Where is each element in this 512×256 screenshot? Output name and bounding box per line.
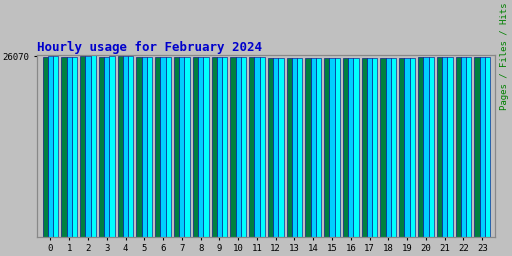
Bar <box>147 57 152 237</box>
Bar <box>324 58 329 237</box>
Bar <box>142 57 147 237</box>
Bar <box>230 57 236 237</box>
Bar <box>442 57 447 237</box>
Bar <box>380 58 386 237</box>
Bar <box>241 57 246 237</box>
Bar <box>128 56 134 237</box>
Bar <box>86 56 91 237</box>
Bar <box>372 58 377 237</box>
Bar <box>466 57 472 237</box>
Bar <box>80 56 86 237</box>
Bar <box>329 58 335 237</box>
Bar <box>273 58 279 237</box>
Bar <box>423 57 429 237</box>
Bar <box>361 58 367 237</box>
Bar <box>437 57 442 237</box>
Bar <box>179 57 184 237</box>
Bar <box>410 58 415 237</box>
Bar <box>67 57 72 237</box>
Bar <box>217 57 222 237</box>
Bar <box>418 57 423 237</box>
Bar <box>343 58 348 237</box>
Bar <box>254 57 260 237</box>
Bar <box>292 58 297 237</box>
Bar <box>268 58 273 237</box>
Bar <box>404 58 410 237</box>
Bar <box>166 57 171 237</box>
Bar <box>386 58 391 237</box>
Bar <box>42 57 48 237</box>
Bar <box>287 58 292 237</box>
Bar <box>211 57 217 237</box>
Bar <box>305 58 311 237</box>
Bar <box>136 57 142 237</box>
Bar <box>474 57 480 237</box>
Bar <box>184 57 190 237</box>
Bar <box>399 58 404 237</box>
Bar <box>485 57 490 237</box>
Bar <box>203 57 208 237</box>
Bar <box>297 58 303 237</box>
Bar <box>316 58 321 237</box>
Bar <box>456 57 461 237</box>
Bar <box>353 58 359 237</box>
Bar <box>72 57 77 237</box>
Bar <box>48 57 53 237</box>
Bar <box>91 56 96 237</box>
Bar <box>279 58 284 237</box>
Bar <box>193 57 198 237</box>
Bar <box>104 57 110 237</box>
Bar <box>99 57 104 237</box>
Bar <box>335 58 340 237</box>
Bar <box>260 57 265 237</box>
Bar <box>367 58 372 237</box>
Bar <box>447 57 453 237</box>
Bar <box>110 57 115 237</box>
Bar <box>311 58 316 237</box>
Bar <box>198 57 203 237</box>
Bar <box>480 57 485 237</box>
Bar <box>222 57 227 237</box>
Bar <box>391 58 396 237</box>
Bar <box>236 57 241 237</box>
Bar <box>155 57 160 237</box>
Bar <box>174 57 179 237</box>
Bar <box>348 58 353 237</box>
Bar <box>118 57 123 237</box>
Text: Hourly usage for February 2024: Hourly usage for February 2024 <box>37 41 262 54</box>
Bar <box>53 56 58 237</box>
Bar <box>61 57 67 237</box>
Bar <box>461 57 466 237</box>
Bar <box>123 56 128 237</box>
Bar <box>160 57 166 237</box>
Bar <box>429 57 434 237</box>
Bar <box>249 57 254 237</box>
